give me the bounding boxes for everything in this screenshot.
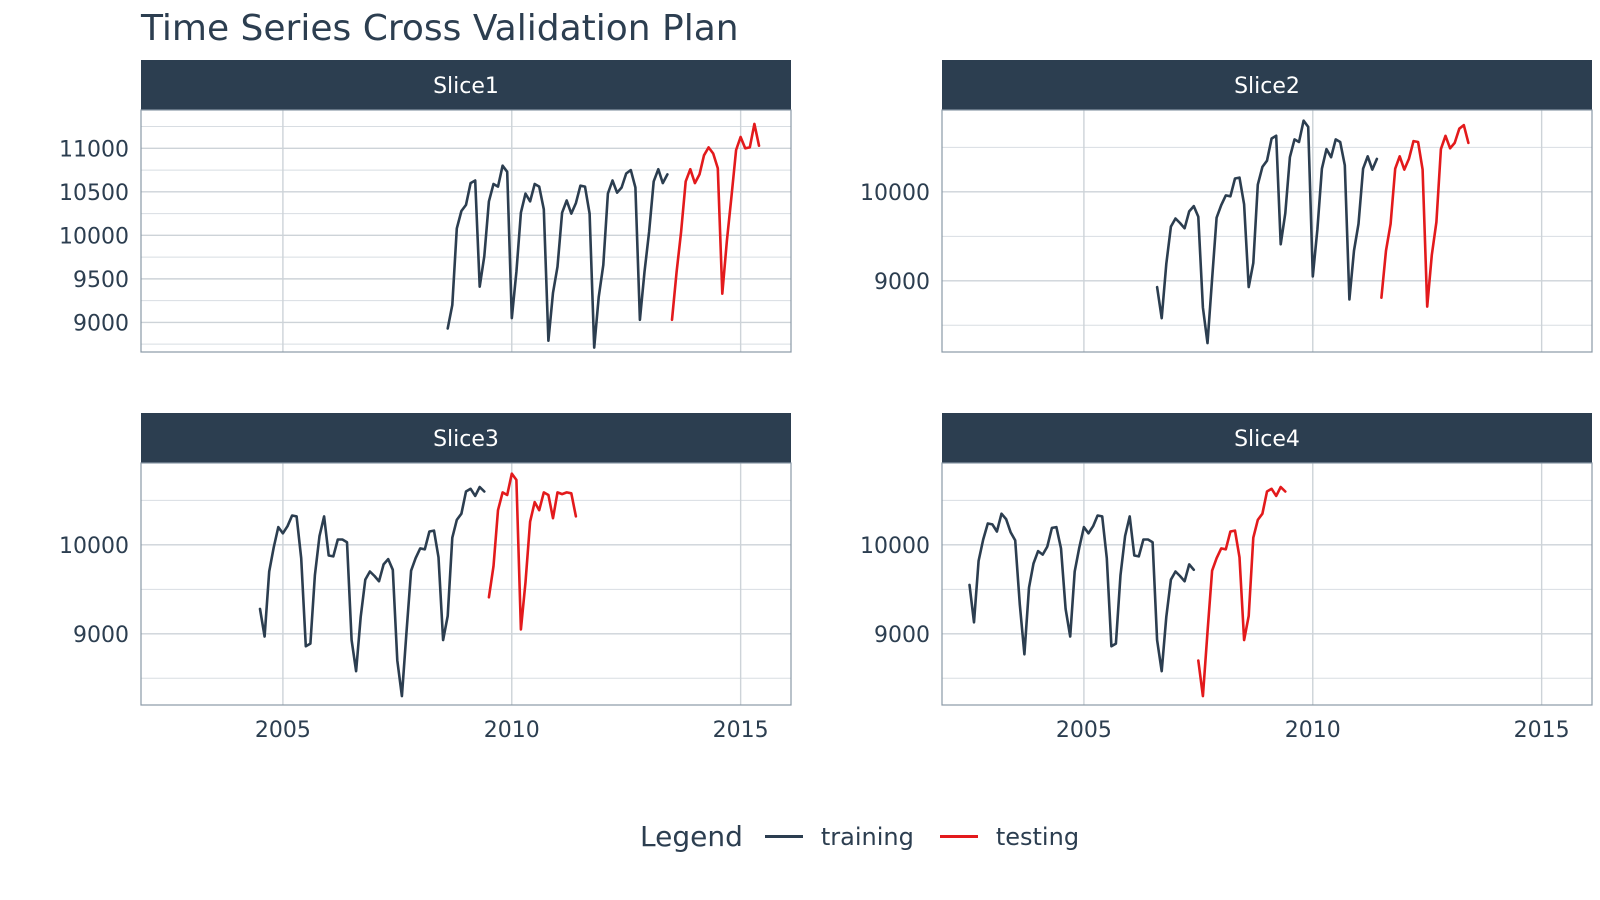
panel-3-strip-label: Slice3 [433,427,499,452]
panel-3-testing-line [487,472,578,631]
panel-1-testing-line [670,122,761,322]
panel-2-y-tick-label: 9000 [874,270,930,295]
legend-label-testing: testing [995,822,1080,851]
panel-1-y-tick-label: 9500 [73,268,129,293]
panel-3-y-tick-label: 10000 [59,534,129,559]
panel-2-border [941,109,1593,353]
panel-4-x-tick-label: 2010 [1285,718,1341,743]
panel-2-strip [942,60,1592,110]
panel-3-training-line [258,485,486,698]
panel-2-training-line [1155,119,1379,345]
legend-key-testing [939,835,978,838]
panel-3-x-tick-label: 2010 [484,718,540,743]
panel-3-strip [141,413,791,463]
panel-4-x-tick-label: 2005 [1056,718,1112,743]
panel-4-strip [942,413,1592,463]
panel-4-strip-label: Slice4 [1234,427,1300,452]
legend-label-training: training [820,822,914,851]
panel-1-y-tick-label: 10500 [59,181,129,206]
panel-1-y-tick-label: 9000 [73,311,129,336]
legend: Legend training testing [640,820,1105,853]
panel-1-y-tick-label: 11000 [59,137,129,162]
legend-key-training [764,835,803,838]
legend-title: Legend [640,820,743,853]
panel-3-border [140,462,792,706]
panel-4-y-tick-label: 10000 [860,534,930,559]
panel-3-x-tick-label: 2015 [713,718,769,743]
panel-4-border [941,462,1593,706]
panel-4-training-line [968,512,1196,673]
panel-1-strip-label: Slice1 [433,74,499,99]
panel-2-strip-label: Slice2 [1234,74,1300,99]
panel-1-y-tick-label: 10000 [59,224,129,249]
panel-4-testing-line [1197,485,1287,698]
panel-1-training-line [446,164,669,349]
panel-3-x-tick-label: 2005 [255,718,311,743]
panel-3-y-tick-label: 9000 [73,623,129,648]
panel-1-strip [141,60,791,110]
panel-2-y-tick-label: 10000 [860,181,930,206]
panel-4-y-tick-label: 9000 [874,623,930,648]
panel-2-testing-line [1380,123,1470,308]
panel-4-x-tick-label: 2015 [1514,718,1570,743]
panel-1-border [140,109,792,353]
chart-title: Time Series Cross Validation Plan [141,8,739,49]
facet-plot: Slice1 9000 9500 10000 10500 11000 Slice2 9000 1… [59,60,1593,743]
